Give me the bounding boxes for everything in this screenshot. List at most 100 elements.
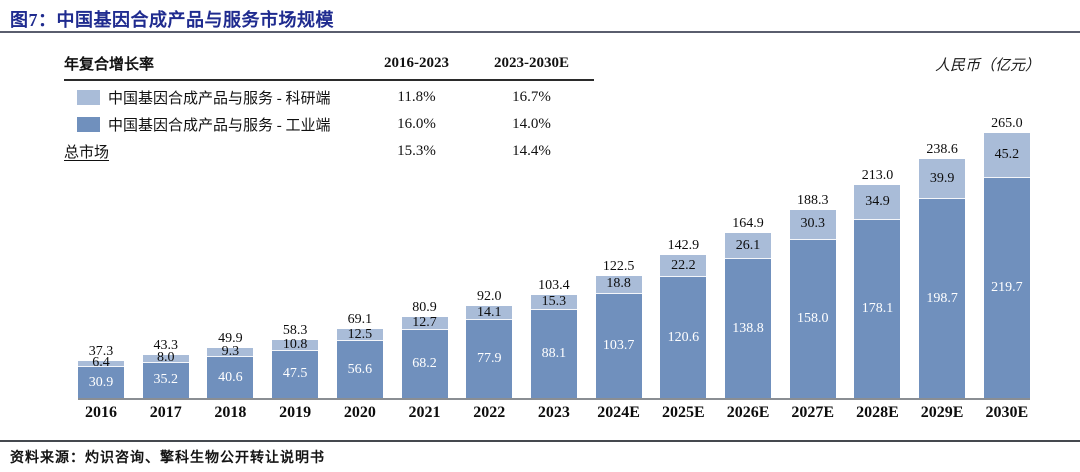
industrial-value-label: 68.2 xyxy=(412,355,437,371)
research-segment: 15.3 xyxy=(530,294,577,310)
total-value-label: 265.0 xyxy=(991,116,1023,132)
x-tick-2016: 2016 xyxy=(85,404,117,421)
bar-2020: 69.1 12.5 56.6 xyxy=(336,312,383,398)
industrial-segment: 219.7 xyxy=(983,178,1030,398)
cagr-header-period-2: 2023-2030E xyxy=(469,50,594,81)
research-value-label: 12.5 xyxy=(347,326,373,342)
industrial-segment: 40.6 xyxy=(207,357,254,398)
total-value-label: 37.3 xyxy=(88,343,114,359)
total-value-label: 238.6 xyxy=(926,142,958,158)
industrial-value-label: 88.1 xyxy=(541,345,567,361)
x-tick-2021: 2021 xyxy=(408,404,441,421)
industrial-segment: 198.7 xyxy=(919,199,966,398)
total-value-label: 58.3 xyxy=(282,322,308,338)
total-market-label: 总市场 xyxy=(64,145,110,161)
bar-2025E: 142.9 22.2 120.6 xyxy=(660,238,707,398)
industrial-segment: 178.1 xyxy=(854,219,901,398)
bar-2019: 58.3 10.8 47.5 xyxy=(272,323,319,398)
research-value-label: 39.9 xyxy=(929,170,955,186)
research-segment: 34.9 xyxy=(854,185,901,220)
research-segment: 45.2 xyxy=(983,133,1030,179)
total-value-label: 80.9 xyxy=(412,300,437,316)
legend-row-industrial: 中国基因合成产品与服务 - 工业端 xyxy=(64,111,364,138)
research-value-label: 26.1 xyxy=(735,237,761,253)
legend-label-industrial: 中国基因合成产品与服务 - 工业端 xyxy=(108,118,331,134)
industrial-value-label: 30.9 xyxy=(88,374,114,390)
total-value-label: 92.0 xyxy=(476,289,502,305)
research-segment: 12.5 xyxy=(336,326,383,342)
bar-2029E: 238.6 39.9 198.7 xyxy=(919,142,966,398)
x-tick-2018: 2018 xyxy=(214,404,247,421)
legend-swatch-industrial xyxy=(77,117,100,132)
x-tick-2022: 2022 xyxy=(473,404,506,421)
industrial-segment: 77.9 xyxy=(466,320,513,398)
x-tick-2019: 2019 xyxy=(279,404,312,421)
total-value-label: 43.3 xyxy=(153,337,178,353)
research-segment: 22.2 xyxy=(660,255,707,278)
total-value-label: 49.9 xyxy=(218,331,243,347)
industrial-value-label: 77.9 xyxy=(476,351,502,367)
bar-2026E: 164.9 26.1 138.8 xyxy=(725,216,772,398)
x-tick-2030E: 2030E xyxy=(985,404,1029,421)
industrial-segment: 47.5 xyxy=(272,350,319,398)
industrial-segment: 68.2 xyxy=(401,329,448,398)
industrial-segment: 56.6 xyxy=(336,341,383,398)
cagr-total-2023-2030: 14.4% xyxy=(512,143,551,159)
x-tick-2025E: 2025E xyxy=(661,404,705,421)
bar-2021: 80.9 12.7 68.2 xyxy=(401,300,448,398)
bar-2023: 103.4 15.3 88.1 xyxy=(530,278,577,398)
research-segment: 10.8 xyxy=(272,336,319,352)
title-divider xyxy=(0,31,1080,33)
x-axis-labels: 2016 2017 2018 2019 2020 2021 2022 2023 2024E 202… xyxy=(78,404,1030,422)
research-value-label: 34.9 xyxy=(865,193,890,209)
footer-divider xyxy=(0,440,1080,442)
x-tick-2024E: 2024E xyxy=(597,404,640,421)
industrial-value-label: 56.6 xyxy=(347,361,373,377)
industrial-value-label: 35.2 xyxy=(153,372,178,388)
research-value-label: 9.3 xyxy=(221,344,240,360)
research-segment: 8.0 xyxy=(142,351,189,365)
research-segment: 12.7 xyxy=(401,314,448,330)
bar-2017: 43.3 8.0 35.2 xyxy=(142,338,189,398)
legend-swatch-research xyxy=(77,90,100,105)
industrial-segment: 103.7 xyxy=(595,294,642,398)
x-tick-2017: 2017 xyxy=(149,404,182,421)
total-value-label: 122.5 xyxy=(602,258,635,274)
figure-title: 图7：中国基因合成产品与服务市场规模 xyxy=(10,10,334,30)
industrial-segment: 35.2 xyxy=(142,362,189,398)
x-tick-2026E: 2026E xyxy=(726,404,770,421)
industrial-segment: 138.8 xyxy=(725,259,772,398)
research-value-label: 22.2 xyxy=(671,257,696,273)
bar-2027E: 188.3 30.3 158.0 xyxy=(789,193,836,398)
industrial-value-label: 138.8 xyxy=(732,320,764,336)
research-value-label: 8.0 xyxy=(156,350,175,366)
total-value-label: 69.1 xyxy=(347,311,373,327)
industrial-value-label: 120.6 xyxy=(667,329,700,345)
research-segment: 14.1 xyxy=(466,305,513,321)
legend-label-research: 中国基因合成产品与服务 - 科研端 xyxy=(108,91,331,107)
research-value-label: 12.7 xyxy=(412,314,437,330)
bar-2028E: 213.0 34.9 178.1 xyxy=(854,168,901,398)
industrial-value-label: 103.7 xyxy=(602,338,635,354)
research-segment: 6.4 xyxy=(78,356,124,370)
cagr-header-label: 年复合增长率 xyxy=(64,50,364,81)
industrial-value-label: 40.6 xyxy=(218,369,243,385)
total-value-label: 164.9 xyxy=(732,216,764,232)
x-tick-2020: 2020 xyxy=(343,404,376,421)
x-tick-2023: 2023 xyxy=(537,404,570,421)
total-value-label: 142.9 xyxy=(667,238,700,254)
legend-row-research: 中国基因合成产品与服务 - 科研端 xyxy=(64,84,364,111)
research-segment: 9.3 xyxy=(207,344,254,360)
industrial-segment: 158.0 xyxy=(789,240,836,398)
source-note: 资料来源：灼识咨询、擎科生物公开转让说明书 xyxy=(10,451,325,466)
industrial-segment: 120.6 xyxy=(660,277,707,398)
industrial-value-label: 47.5 xyxy=(282,366,308,382)
x-tick-2028E: 2028E xyxy=(856,404,899,421)
cagr-research-2023-2030: 16.7% xyxy=(512,89,551,105)
industrial-value-label: 219.7 xyxy=(991,280,1023,296)
cagr-research-2016-2023: 11.8% xyxy=(397,89,436,105)
research-value-label: 30.3 xyxy=(800,216,825,232)
research-value-label: 10.8 xyxy=(282,336,308,352)
y-axis-unit-label: 人民币（亿元） xyxy=(934,58,1040,74)
cagr-total-2016-2023: 15.3% xyxy=(397,143,436,159)
